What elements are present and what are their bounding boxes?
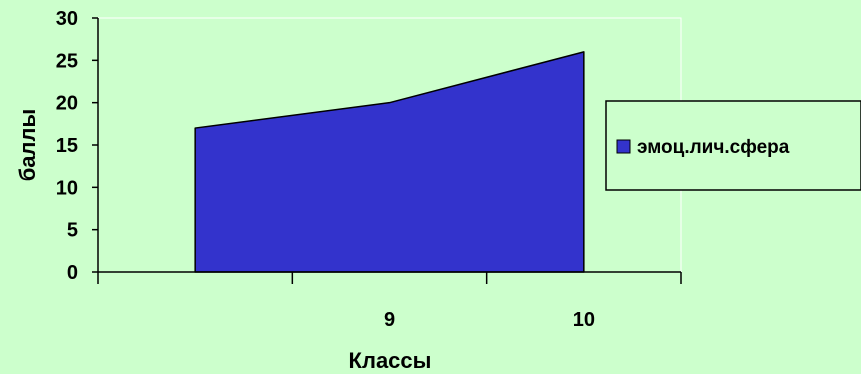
data-point xyxy=(583,51,585,53)
x-tick-label: 9 xyxy=(384,309,395,331)
y-tick-label: 20 xyxy=(56,93,78,115)
y-tick-label: 0 xyxy=(67,262,78,284)
legend-label: эмоц.лич.сфера xyxy=(637,137,790,158)
y-axis-title: баллы xyxy=(15,109,40,182)
y-tick-label: 15 xyxy=(56,135,78,157)
y-tick-label: 10 xyxy=(56,177,78,199)
legend: эмоц.лич.сфера xyxy=(605,100,861,191)
y-tick-label: 5 xyxy=(67,220,78,242)
x-axis-title: Классы xyxy=(349,348,432,373)
x-tick-label: 10 xyxy=(573,309,595,331)
legend-box xyxy=(605,100,861,191)
y-tick-label: 30 xyxy=(56,8,78,30)
data-point xyxy=(389,102,390,104)
y-tick-label: 25 xyxy=(56,50,78,72)
data-point xyxy=(194,127,196,129)
series-area-0 xyxy=(194,51,585,273)
legend-swatch xyxy=(616,139,631,154)
